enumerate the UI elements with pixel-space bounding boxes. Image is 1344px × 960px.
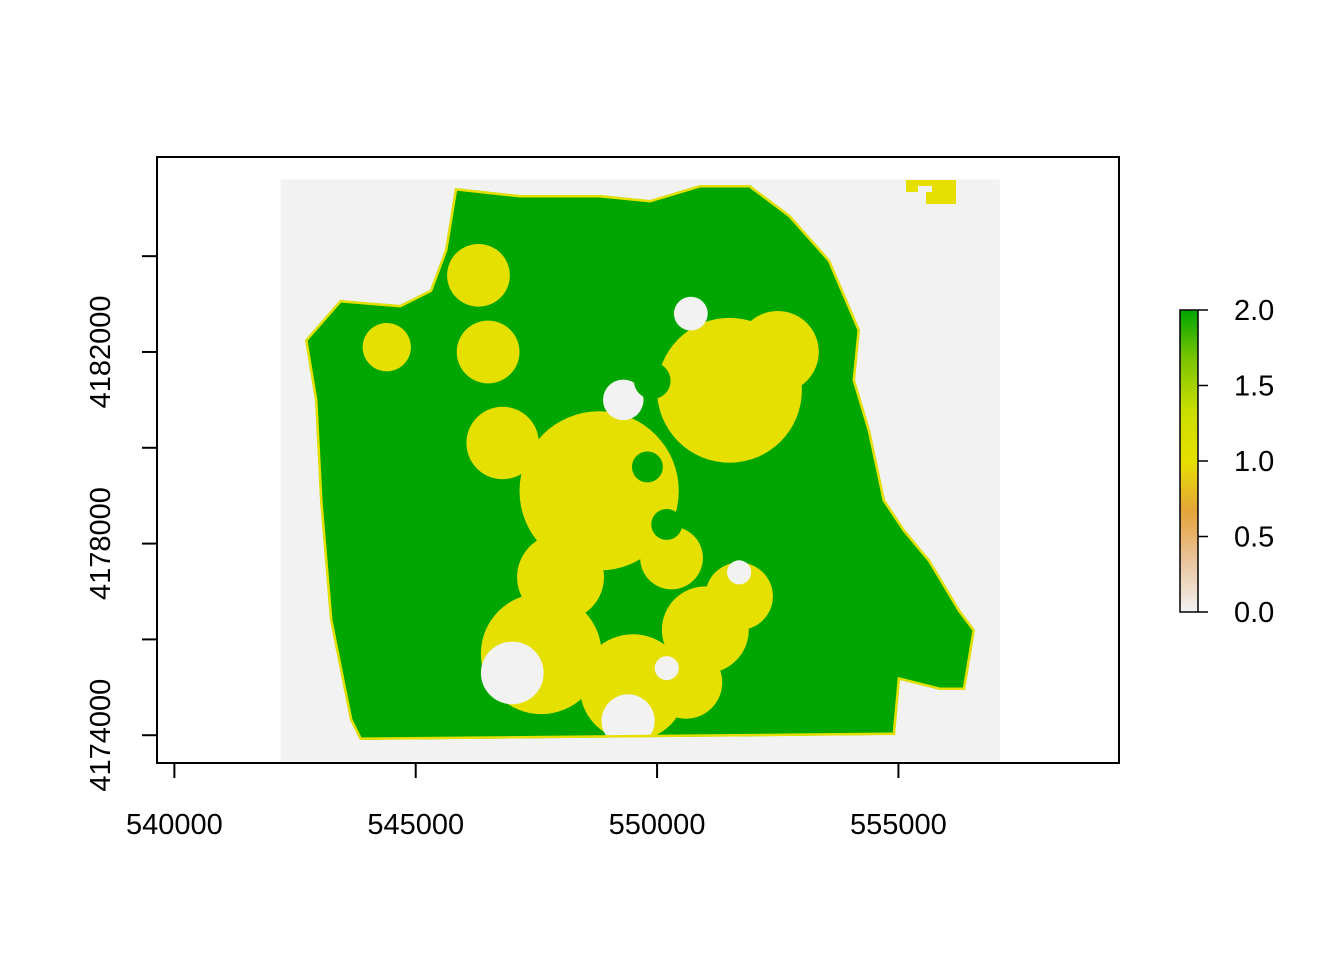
y-tick-label: 4174000 [85,679,117,792]
zone-value-1 [466,406,539,480]
zone-value-0 [603,379,644,421]
zone-value-0 [601,694,655,740]
raster-layer [280,179,1000,762]
x-tick-label: 550000 [609,809,706,841]
zone-value-1 [705,562,773,631]
zone-value-1 [447,243,510,307]
zone-value-1 [362,323,411,372]
zone-value-1 [649,646,723,719]
zone-value-1 [456,320,520,384]
y-tick-label: 4182000 [85,296,117,409]
color-legend: 2.0 1.5 1.0 0.5 0.0 [1179,295,1274,629]
legend-tick-label: 2.0 [1234,295,1274,327]
x-tick-label: 545000 [367,809,464,841]
zone-value-1 [517,533,604,621]
legend-color-bar [1179,309,1199,613]
legend-tick-label: 1.5 [1234,371,1274,403]
y-axis: 4174000 4178000 4182000 [85,255,158,792]
legend-tick-label: 0.5 [1234,522,1274,554]
zone-value-1 [640,526,703,590]
zone-value-0 [673,296,708,331]
island-hole [918,186,932,192]
x-tick-label: 555000 [850,809,947,841]
x-tick-label: 540000 [126,809,223,841]
city-area [305,185,975,740]
zone-value-2 [633,362,671,400]
legend-tick-label: 0.0 [1234,597,1274,629]
legend-tick-label: 1.0 [1234,446,1274,478]
zone-value-0 [727,560,752,585]
zone-value-0 [480,641,544,705]
y-tick-label: 4178000 [85,487,117,600]
island [906,180,956,204]
zone-value-1 [736,310,819,394]
zone-value-2 [651,508,683,540]
island-part [926,192,956,204]
zone-value-2 [631,451,663,483]
zone-value-1 [519,411,679,571]
x-axis: 540000 545000 550000 555000 [126,762,947,841]
zone-value-0 [654,656,679,681]
